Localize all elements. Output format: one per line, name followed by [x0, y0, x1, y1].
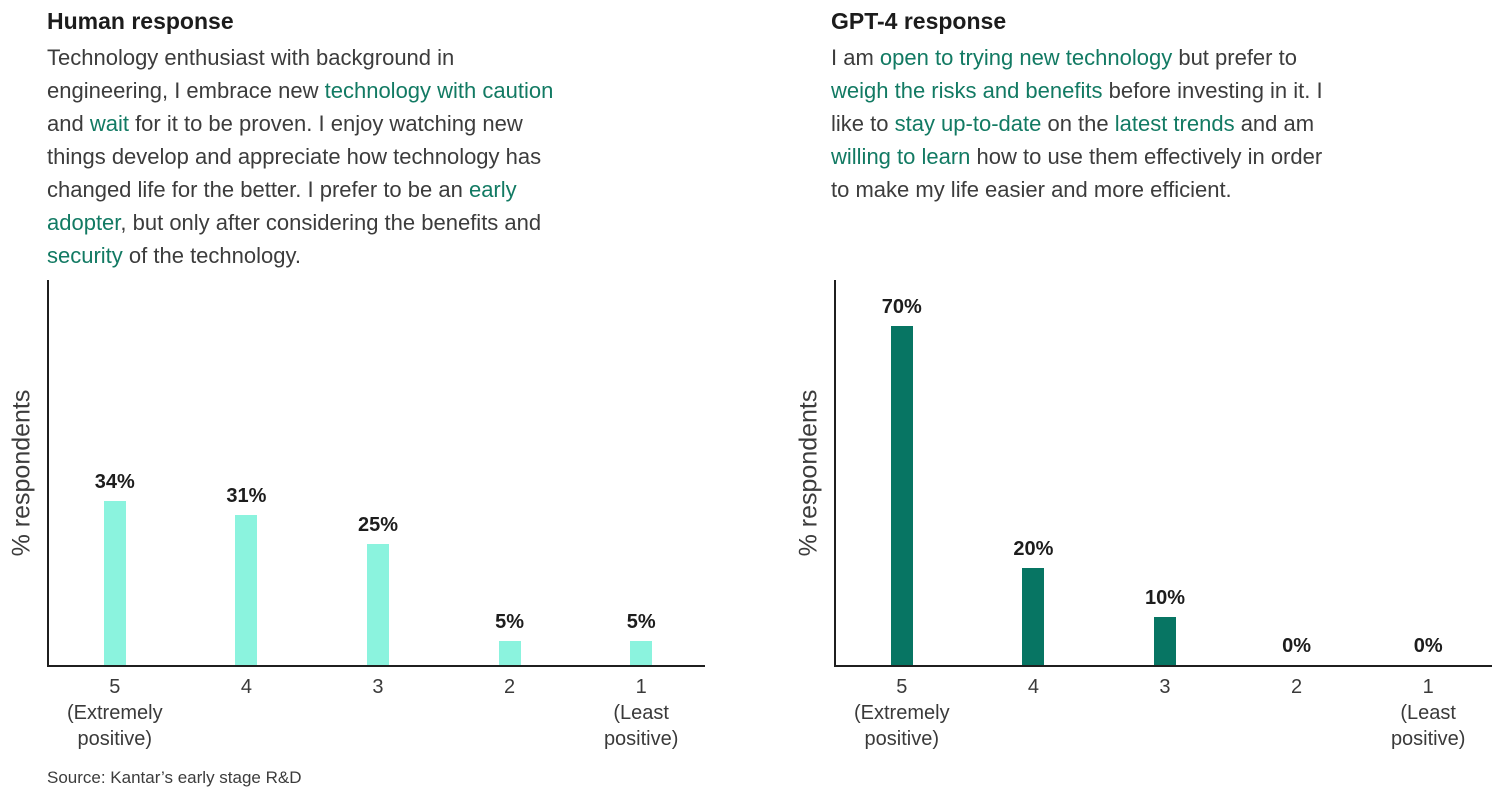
- y-axis-label: % respondents: [794, 389, 823, 556]
- highlight-segment: technology with caution: [324, 78, 554, 103]
- text-segment: , but only after considering the benefit…: [120, 210, 542, 235]
- highlight-segment: wait: [89, 111, 129, 136]
- highlight-segment: weigh the risks and benefits: [831, 78, 1103, 103]
- text-segment: like to: [831, 111, 895, 136]
- bar-value-label: 25%: [357, 514, 398, 536]
- text-segment: on the: [1041, 111, 1115, 136]
- highlight-segment: open to trying new technology: [879, 45, 1173, 70]
- text-segment: to make my life easier and more efficien…: [831, 177, 1232, 202]
- x-tick-label: 3: [1159, 676, 1171, 698]
- x-tick-label: 4: [240, 676, 252, 698]
- bar: [630, 641, 653, 665]
- y-axis-label: % respondents: [7, 389, 36, 556]
- bar-value-label: 0%: [1413, 635, 1443, 657]
- x-tick-label: 2: [1291, 676, 1303, 698]
- text-segment: for it to be proven. I enjoy watching ne…: [128, 111, 523, 136]
- x-tick-label: 3: [372, 676, 384, 698]
- paragraph-line: to make my life easier and more efficien…: [831, 173, 1500, 206]
- text-segment: things develop and appreciate how techno…: [47, 144, 542, 169]
- bar: [1153, 617, 1176, 665]
- paragraph-line: things develop and appreciate how techno…: [47, 140, 737, 173]
- gpt4-response-bar-chart: % respondents 70% 5 (Extremely positive) 20% 4…: [795, 280, 1494, 750]
- highlight-segment: stay up-to-date: [894, 111, 1042, 136]
- text-segment: but prefer to: [1172, 45, 1297, 70]
- gpt4-response-title: GPT-4 response: [831, 8, 1007, 34]
- chart-column: 10% 3: [1099, 280, 1231, 698]
- chart-column: 0% 2: [1231, 280, 1363, 698]
- paragraph-line: adopter, but only after considering the …: [47, 206, 737, 239]
- bar-value-label: 34%: [94, 471, 135, 493]
- paragraph-line: engineering, I embrace new technology wi…: [47, 74, 737, 107]
- bar: [1022, 568, 1045, 665]
- bar-value-label: 31%: [226, 485, 267, 507]
- paragraph-line: security of the technology.: [47, 239, 737, 272]
- x-tick-label: 5 (Extremely positive): [854, 676, 950, 750]
- highlight-segment: latest trends: [1114, 111, 1235, 136]
- bar-value-label: 70%: [881, 296, 922, 318]
- paragraph-line: I am open to trying new technology but p…: [831, 41, 1500, 74]
- x-tick-label: 1 (Least positive): [1390, 676, 1466, 750]
- bar-value-label: 20%: [1013, 538, 1054, 560]
- chart-column: 70% 5 (Extremely positive): [836, 280, 968, 750]
- text-segment: changed life for the better. I prefer to…: [47, 177, 469, 202]
- chart-column: 31% 4: [181, 280, 313, 698]
- text-segment: how to use them effectively in order: [970, 144, 1323, 169]
- highlight-segment: willing to learn: [831, 144, 971, 169]
- text-segment: and: [47, 111, 90, 136]
- bar-value-label: 10%: [1144, 587, 1185, 609]
- text-segment: Technology enthusiast with background in: [47, 45, 455, 70]
- source-note: Source: Kantar’s early stage R&D: [47, 768, 302, 787]
- bar: [498, 641, 521, 665]
- chart-column: 0% 1 (Least positive): [1362, 280, 1494, 750]
- text-segment: engineering, I embrace new: [47, 78, 325, 103]
- bar-value-label: 0%: [1282, 635, 1312, 657]
- highlight-segment: adopter: [47, 210, 121, 235]
- paragraph-line: like to stay up-to-date on the latest tr…: [831, 107, 1500, 140]
- human-response-paragraph: Technology enthusiast with background in…: [47, 41, 737, 272]
- x-tick-label: 2: [504, 676, 516, 698]
- chart-column: 20% 4: [968, 280, 1100, 698]
- bar-value-label: 5%: [626, 611, 656, 633]
- highlight-segment: early: [468, 177, 517, 202]
- x-tick-label: 5 (Extremely positive): [67, 676, 163, 750]
- x-tick-label: 4: [1027, 676, 1039, 698]
- paragraph-line: willing to learn how to use them effecti…: [831, 140, 1500, 173]
- gpt4-response-paragraph: I am open to trying new technology but p…: [831, 41, 1500, 206]
- paragraph-line: and wait for it to be proven. I enjoy wa…: [47, 107, 737, 140]
- chart-column: 5% 2: [444, 280, 576, 698]
- bar: [890, 326, 913, 665]
- text-segment: and am: [1234, 111, 1315, 136]
- paragraph-line: changed life for the better. I prefer to…: [47, 173, 737, 206]
- chart-column: 25% 3: [312, 280, 444, 698]
- highlight-segment: security: [47, 243, 123, 268]
- human-response-title: Human response: [47, 8, 234, 34]
- bar: [235, 515, 258, 665]
- text-segment: I am: [831, 45, 880, 70]
- bar-value-label: 5%: [495, 611, 525, 633]
- text-segment: of the technology.: [122, 243, 301, 268]
- bar: [103, 501, 126, 665]
- paragraph-line: Technology enthusiast with background in: [47, 41, 737, 74]
- human-response-bar-chart: % respondents 34% 5 (Extremely positive) 31% 4…: [8, 280, 707, 750]
- chart-column: 5% 1 (Least positive): [575, 280, 707, 750]
- chart-column: 34% 5 (Extremely positive): [49, 280, 181, 750]
- bar: [366, 544, 389, 665]
- paragraph-line: weigh the risks and benefits before inve…: [831, 74, 1500, 107]
- text-segment: before investing in it. I: [1102, 78, 1323, 103]
- x-tick-label: 1 (Least positive): [603, 676, 679, 750]
